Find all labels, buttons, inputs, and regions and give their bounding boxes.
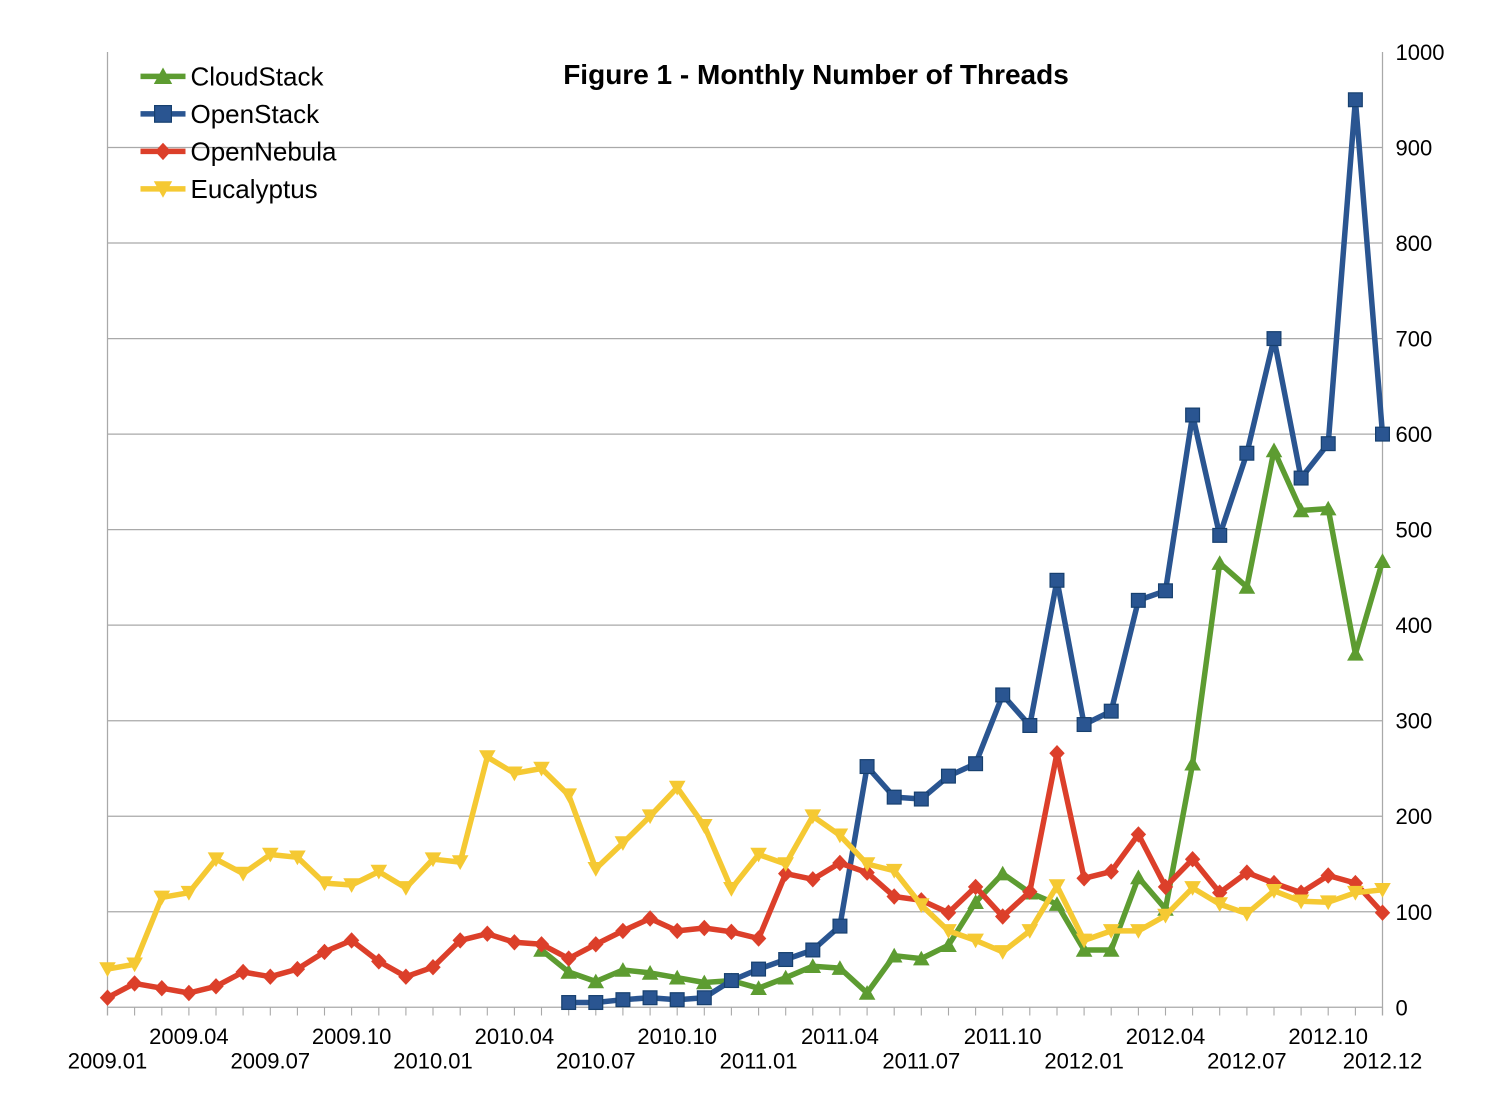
svg-text:2012.07: 2012.07: [1207, 1049, 1287, 1074]
svg-text:2011.07: 2011.07: [882, 1049, 960, 1074]
svg-text:100: 100: [1396, 900, 1433, 925]
svg-text:Figure 1 - Monthly Number of T: Figure 1 - Monthly Number of Threads: [563, 59, 1069, 90]
svg-text:900: 900: [1396, 136, 1433, 161]
svg-text:0: 0: [1396, 995, 1408, 1020]
svg-text:OpenNebula: OpenNebula: [191, 136, 338, 166]
svg-text:2012.10: 2012.10: [1288, 1024, 1368, 1049]
svg-text:CloudStack: CloudStack: [191, 61, 325, 91]
svg-text:1000: 1000: [1396, 40, 1445, 65]
svg-text:700: 700: [1396, 327, 1433, 352]
svg-text:2011.01: 2011.01: [720, 1049, 798, 1074]
svg-text:OpenStack: OpenStack: [191, 99, 321, 129]
svg-text:2011.04: 2011.04: [801, 1024, 879, 1049]
svg-text:800: 800: [1396, 231, 1433, 256]
svg-text:2009.10: 2009.10: [312, 1024, 392, 1049]
svg-text:2010.01: 2010.01: [393, 1049, 473, 1074]
svg-text:300: 300: [1396, 709, 1433, 734]
svg-text:200: 200: [1396, 804, 1433, 829]
svg-text:600: 600: [1396, 422, 1433, 447]
svg-text:2010.10: 2010.10: [637, 1024, 717, 1049]
svg-text:Eucalyptus: Eucalyptus: [191, 174, 318, 204]
svg-text:400: 400: [1396, 613, 1433, 638]
svg-text:2010.04: 2010.04: [475, 1024, 555, 1049]
svg-text:2010.07: 2010.07: [556, 1049, 636, 1074]
svg-text:2012.04: 2012.04: [1126, 1024, 1206, 1049]
svg-text:2009.04: 2009.04: [149, 1024, 229, 1049]
svg-text:2012.01: 2012.01: [1044, 1049, 1124, 1074]
svg-text:2012.12: 2012.12: [1343, 1049, 1423, 1074]
svg-text:2009.07: 2009.07: [231, 1049, 311, 1074]
svg-text:2011.10: 2011.10: [964, 1024, 1042, 1049]
svg-text:500: 500: [1396, 518, 1433, 543]
svg-text:2009.01: 2009.01: [68, 1049, 148, 1074]
